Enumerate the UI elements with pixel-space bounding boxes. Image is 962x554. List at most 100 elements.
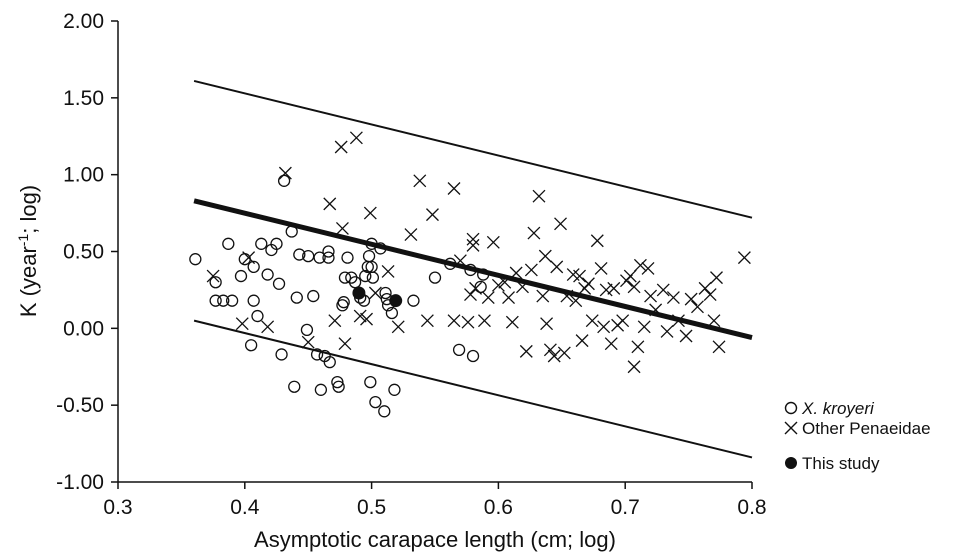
point-other-penaeidae: [491, 278, 505, 292]
point-other-penaeidae: [698, 281, 712, 295]
point-other-penaeidae: [481, 291, 495, 305]
point-other-penaeidae: [712, 340, 726, 354]
point-other-penaeidae: [550, 260, 564, 274]
point-other-penaeidae: [631, 340, 645, 354]
x-tick-label: 0.5: [357, 496, 386, 519]
point-other-penaeidae: [666, 291, 680, 305]
point-other-penaeidae: [349, 131, 363, 145]
point-other-penaeidae: [607, 281, 621, 295]
point-x-kroyeri: [222, 237, 235, 250]
point-other-penaeidae: [447, 182, 461, 195]
point-x-kroyeri: [444, 257, 457, 270]
point-other-penaeidae: [261, 320, 275, 334]
y-tick-label: -0.50: [56, 394, 104, 417]
legend-label-other-penaeidae: Other Penaeidae: [802, 419, 931, 438]
point-x-kroyeri: [364, 375, 377, 389]
point-x-kroyeri: [209, 276, 222, 289]
point-other-penaeidae: [453, 254, 467, 268]
point-x-kroyeri: [474, 280, 487, 293]
point-x-kroyeri: [341, 251, 354, 264]
point-x-kroyeri: [247, 260, 260, 274]
point-other-penaeidae: [581, 277, 595, 291]
y-axis-title-main: K (year: [16, 246, 41, 317]
point-other-penaeidae: [703, 288, 717, 301]
point-other-penaeidae: [498, 275, 512, 289]
point-x-kroyeri: [378, 405, 391, 418]
point-x-kroyeri: [272, 277, 286, 290]
point-x-kroyeri: [288, 380, 301, 393]
data-points: [189, 131, 751, 418]
point-other-penaeidae: [540, 317, 554, 331]
point-x-kroyeri: [293, 248, 306, 261]
y-tick-label: 2.00: [63, 10, 104, 33]
point-other-penaeidae: [360, 312, 373, 326]
point-other-penaeidae: [573, 269, 587, 283]
point-other-penaeidae: [547, 349, 561, 363]
point-other-penaeidae: [594, 261, 608, 275]
point-other-penaeidae: [599, 283, 613, 297]
point-other-penaeidae: [707, 314, 721, 328]
point-other-penaeidae: [684, 292, 698, 306]
point-x-kroyeri: [217, 294, 230, 307]
point-x-kroyeri: [428, 271, 442, 284]
point-x-kroyeri: [407, 294, 420, 307]
point-other-penaeidae: [447, 314, 461, 328]
legend-marker-filled-circle: [785, 457, 797, 469]
point-other-penaeidae: [604, 337, 618, 351]
x-tick-label: 0.4: [230, 496, 260, 519]
point-other-penaeidae: [585, 314, 599, 328]
point-x-kroyeri: [452, 343, 466, 356]
x-axis-title: Asymptotic carapace length (cm; log): [254, 527, 616, 552]
trend-line-upper-bound: [193, 79, 753, 219]
point-other-penaeidae: [679, 329, 693, 343]
trend-lines: [193, 79, 753, 459]
y-tick-label: 1.50: [63, 87, 104, 110]
point-other-penaeidae: [466, 238, 480, 252]
point-other-penaeidae: [538, 249, 552, 263]
point-other-penaeidae: [334, 140, 348, 154]
point-other-penaeidae: [649, 303, 663, 317]
point-other-penaeidae: [519, 344, 533, 358]
point-x-kroyeri: [322, 245, 335, 258]
point-other-penaeidae: [527, 226, 541, 240]
y-axis-title-tail: ; log): [16, 185, 41, 234]
point-other-penaeidae: [338, 337, 352, 351]
point-x-kroyeri: [374, 242, 387, 255]
point-other-penaeidae: [278, 166, 292, 180]
point-x-kroyeri: [332, 380, 345, 393]
point-other-penaeidae: [466, 232, 480, 246]
legend-label-x-kroyeri: X. kroyeri: [801, 399, 875, 418]
point-other-penaeidae: [242, 251, 256, 265]
point-other-penaeidae: [532, 189, 546, 203]
point-other-penaeidae: [353, 309, 367, 323]
point-x-kroyeri: [247, 294, 260, 307]
point-other-penaeidae: [656, 283, 670, 297]
point-x-kroyeri: [261, 268, 274, 281]
point-x-kroyeri: [385, 306, 399, 320]
legend-label-this-study: This study: [802, 454, 880, 473]
point-x-kroyeri: [362, 249, 376, 263]
point-other-penaeidae: [206, 269, 220, 283]
point-other-penaeidae: [464, 288, 477, 301]
point-x-kroyeri: [277, 174, 291, 187]
point-other-penaeidae: [644, 289, 658, 303]
trend-line-regression: [193, 198, 753, 340]
point-x-kroyeri: [314, 383, 328, 396]
point-other-penaeidae: [737, 251, 751, 265]
point-other-penaeidae: [420, 314, 434, 328]
point-other-penaeidae: [486, 235, 500, 249]
legend-marker-cross: [784, 421, 798, 435]
point-this-study: [352, 286, 366, 300]
point-other-penaeidae: [404, 228, 418, 242]
x-tick-label: 0.6: [484, 496, 513, 519]
point-x-kroyeri: [251, 309, 264, 323]
point-other-penaeidae: [502, 291, 516, 305]
point-x-kroyeri: [300, 323, 314, 337]
point-x-kroyeri: [337, 296, 350, 309]
y-axis-title: K (year-1; log): [15, 185, 41, 317]
point-x-kroyeri: [477, 268, 490, 281]
point-other-penaeidae: [413, 174, 427, 188]
x-tick-label: 0.3: [103, 496, 132, 519]
point-other-penaeidae: [335, 221, 349, 235]
